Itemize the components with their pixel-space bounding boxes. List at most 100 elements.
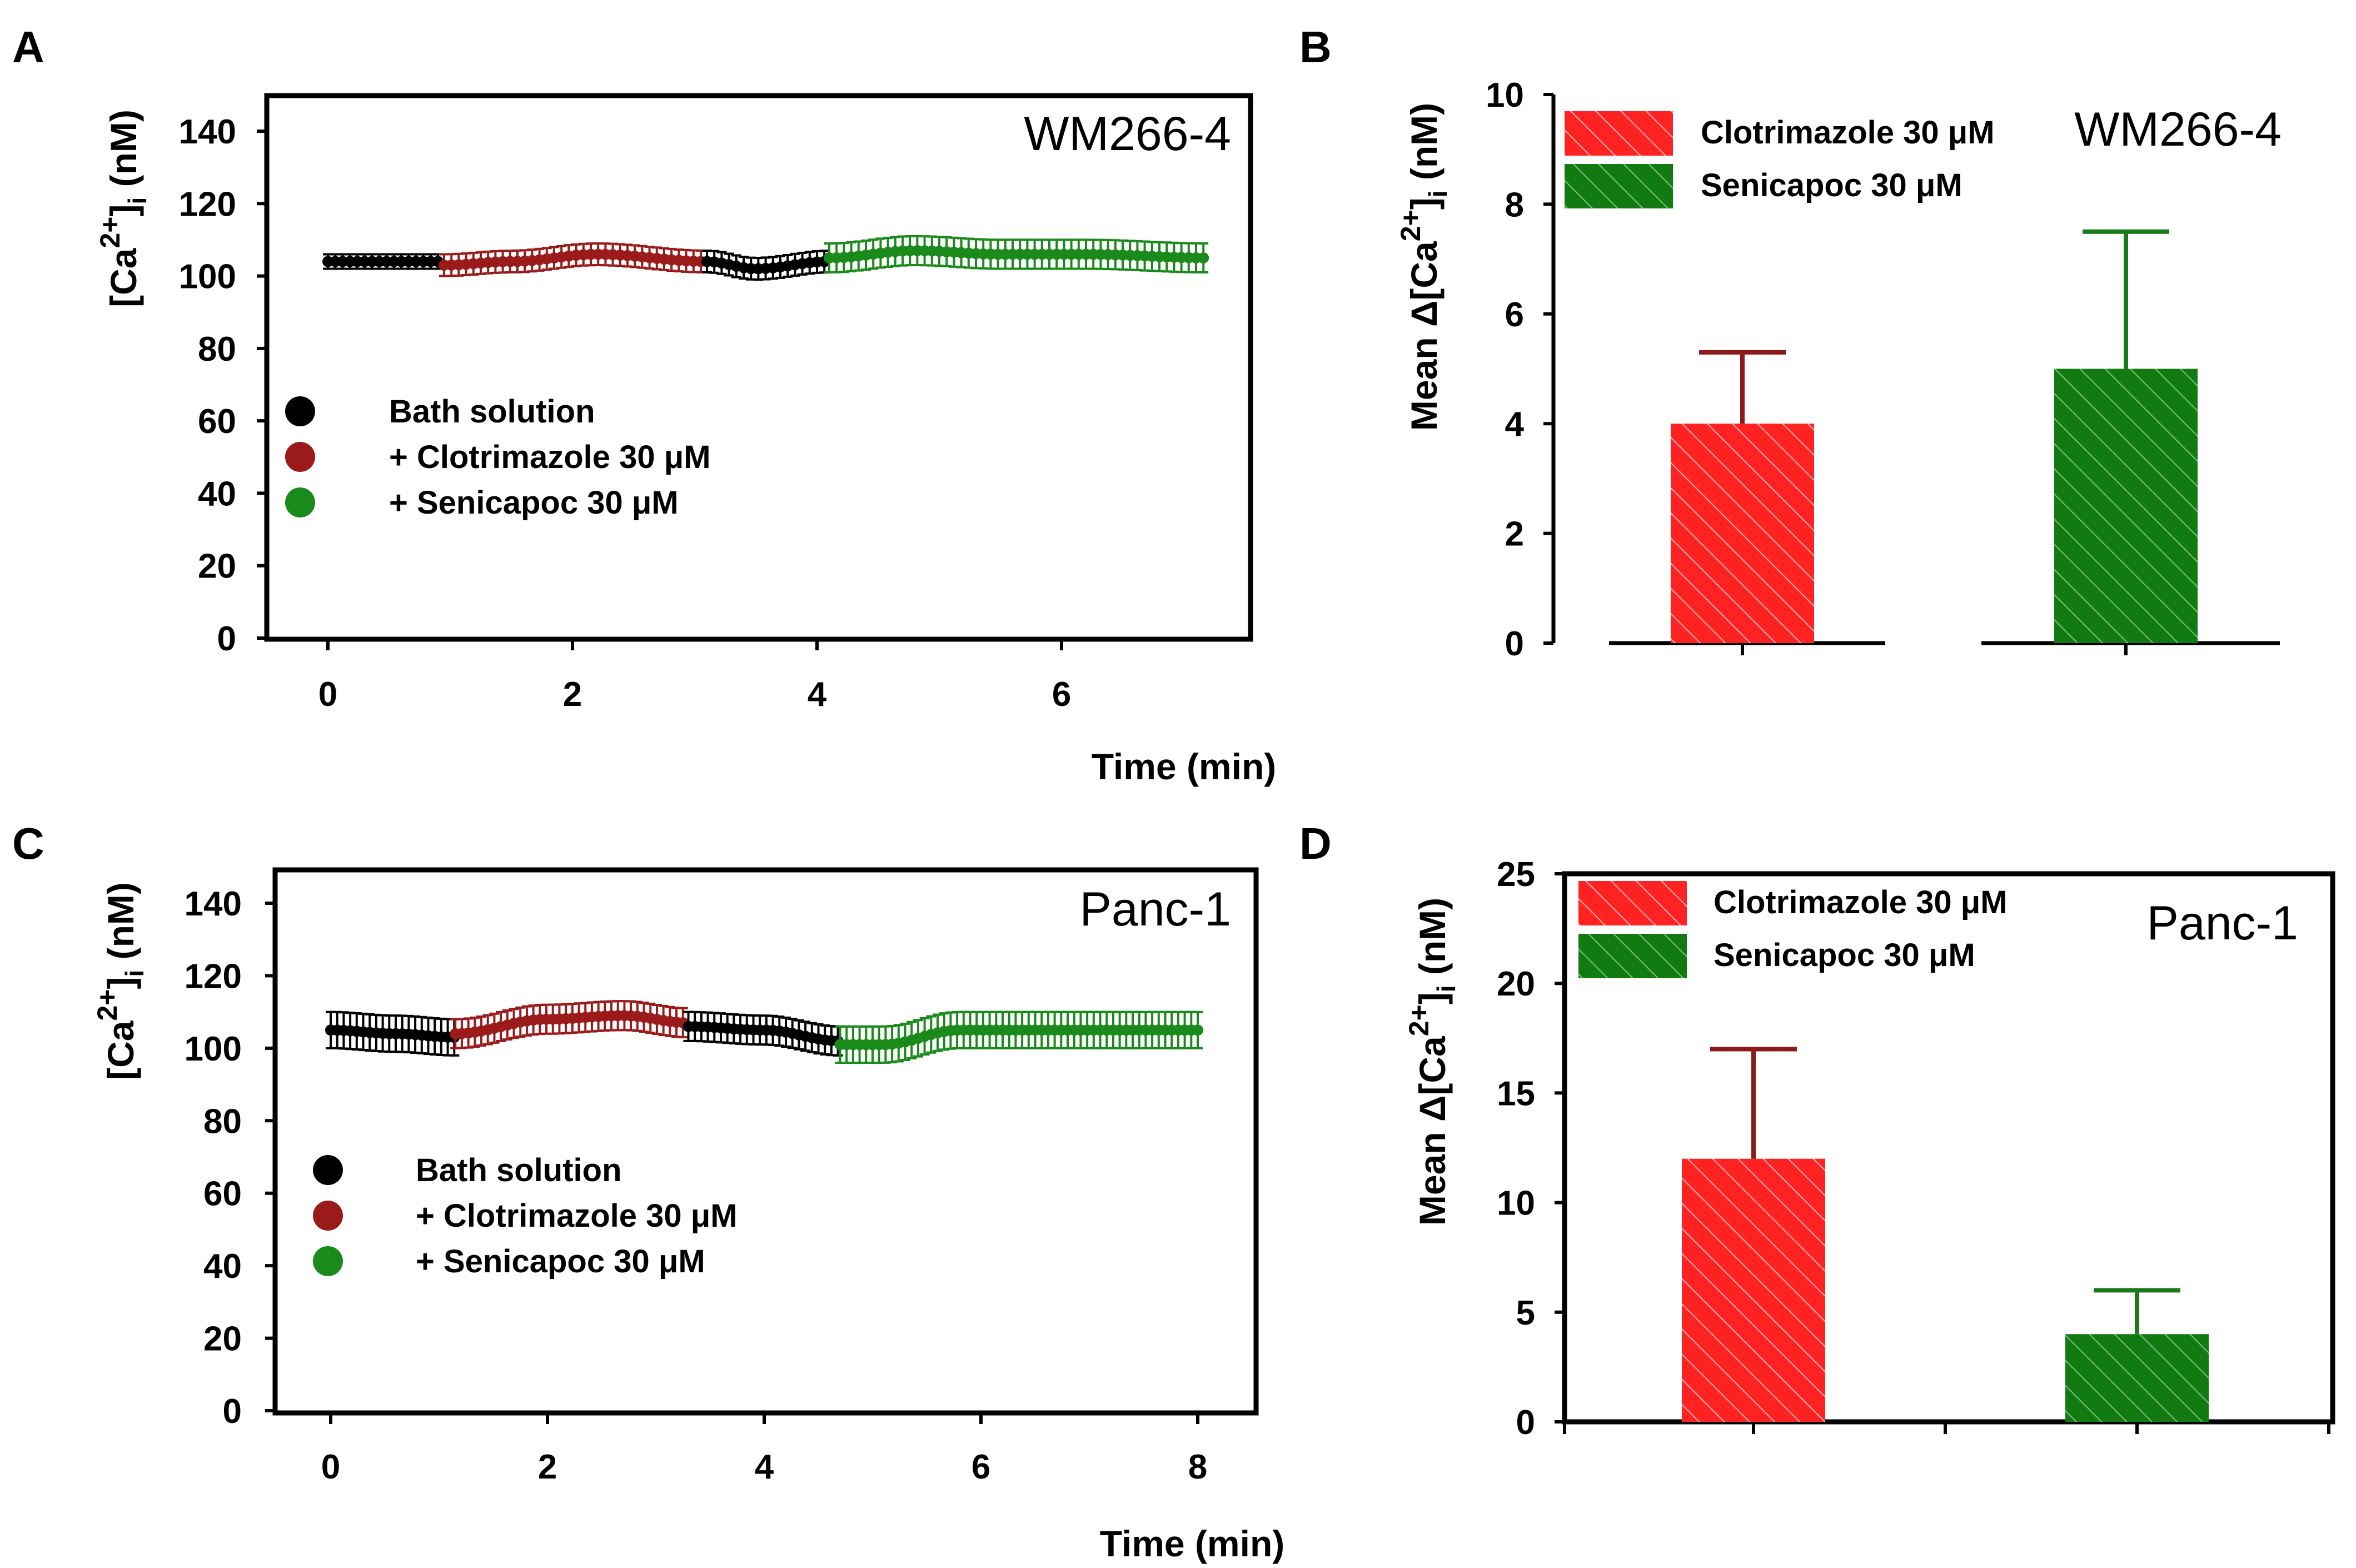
x-tick-label: 4 xyxy=(755,1448,774,1486)
series-segment xyxy=(824,235,1209,274)
y-axis-a: 0 20 40 60 80 100 120 140 xyxy=(179,113,267,658)
legend-marker xyxy=(313,1155,343,1185)
y-tick-label: 40 xyxy=(203,1247,242,1286)
legend-swatch xyxy=(1565,111,1673,156)
legend-label: Bath solution xyxy=(389,394,595,430)
x-axis-c: 0 2 4 6 8 xyxy=(321,1413,1207,1486)
legend-a: Bath solution + Clotrimazole 30 μM + Senic… xyxy=(285,394,711,521)
y-tick-label: 40 xyxy=(198,475,236,513)
plot-frame-c xyxy=(272,867,1259,1416)
plot-frame-d xyxy=(1562,871,2335,1425)
bar-senicapoc xyxy=(2065,1334,2209,1422)
panel-d: D 0 5 10 15 20 25 Mean Δ[Ca2+]i (nM) Panc-1 C… xyxy=(1299,819,2335,1442)
legend-marker xyxy=(313,1246,343,1276)
x-tick-label: 0 xyxy=(318,675,337,714)
y-tick-label: 0 xyxy=(1505,625,1524,663)
x-tick-label: 8 xyxy=(1188,1448,1207,1486)
cell-line-label-b: WM266-4 xyxy=(2074,103,2282,156)
legend-label: Clotrimazole 30 μM xyxy=(1714,884,2008,920)
bars-b xyxy=(1671,229,2198,655)
series-segment xyxy=(439,242,706,277)
y-tick-label: 60 xyxy=(203,1175,242,1213)
legend-label: Bath solution xyxy=(416,1152,622,1188)
legend-label: Clotrimazole 30 μM xyxy=(1701,115,1995,151)
y-tick-label: 0 xyxy=(1516,1403,1535,1442)
plot-frame-a xyxy=(264,93,1253,642)
legend-marker xyxy=(285,396,315,426)
series-segment xyxy=(325,1011,460,1057)
data-point xyxy=(1192,1024,1203,1036)
y-tick-label: 80 xyxy=(198,330,236,369)
cell-line-label-c: Panc-1 xyxy=(1080,883,1232,936)
y-tick-label: 25 xyxy=(1497,855,1535,894)
legend-swatch xyxy=(1565,164,1673,208)
legend-swatch xyxy=(1578,881,1687,925)
bar-clotrimazole xyxy=(1671,424,1814,643)
y-tick-label: 10 xyxy=(1497,1184,1535,1223)
y-tick-label: 120 xyxy=(185,957,242,995)
panel-letter-d: D xyxy=(1299,819,1332,868)
x-axis-a: 0 2 4 6 xyxy=(318,639,1071,714)
legend-d: Clotrimazole 30 μM Senicapoc 30 μM xyxy=(1578,881,2008,978)
x-tick-label: 2 xyxy=(538,1448,557,1486)
legend-label: + Senicapoc 30 μM xyxy=(389,485,679,521)
y-tick-label: 20 xyxy=(1497,965,1535,1003)
y-tick-label: 20 xyxy=(203,1320,242,1358)
series-segment xyxy=(322,253,444,270)
y-axis-c: 0 20 40 60 80 100 120 140 xyxy=(185,885,275,1431)
legend-marker xyxy=(313,1201,343,1231)
y-tick-label: 100 xyxy=(185,1030,242,1068)
cell-line-label-a: WM266-4 xyxy=(1024,107,1231,161)
x-tick-label: 4 xyxy=(808,675,827,714)
series-segment xyxy=(701,249,830,281)
legend-c: Bath solution + Clotrimazole 30 μM + Senic… xyxy=(313,1152,738,1280)
legend-b: Clotrimazole 30 μM Senicapoc 30 μM xyxy=(1565,111,1995,208)
y-tick-label: 8 xyxy=(1505,186,1524,224)
y-tick-label: 140 xyxy=(185,885,242,923)
series-segment xyxy=(834,1011,1203,1064)
y-axis-title-b: Mean Δ[Ca2+]i (nM) xyxy=(1395,103,1452,431)
panel-letter-a: A xyxy=(12,22,44,72)
panel-letter-c: C xyxy=(12,819,44,868)
y-tick-label: 20 xyxy=(198,547,236,586)
series-a xyxy=(322,235,1209,281)
legend-swatch xyxy=(1578,934,1687,978)
y-axis-title-a: [Ca2+]i (nM) xyxy=(94,109,152,307)
y-tick-label: 140 xyxy=(179,113,236,151)
bar-clotrimazole xyxy=(1682,1158,1825,1422)
y-axis-b: 0 2 4 6 8 10 xyxy=(1486,76,1553,663)
y-tick-label: 2 xyxy=(1505,515,1524,554)
series-segment xyxy=(683,1011,844,1057)
y-axis-d: 0 5 10 15 20 25 xyxy=(1497,855,1565,1442)
y-tick-label: 15 xyxy=(1497,1074,1535,1113)
y-tick-label: 60 xyxy=(198,402,236,441)
y-tick-label: 0 xyxy=(217,620,236,658)
panel-letter-b: B xyxy=(1299,22,1332,72)
x-tick-label: 6 xyxy=(1052,675,1071,714)
panel-b: B 0 2 4 6 8 10 Mean Δ[Ca2+]i (nM) WM266-4 Clo… xyxy=(1299,22,2282,663)
legend-label: Senicapoc 30 μM xyxy=(1714,937,1975,973)
bar-senicapoc xyxy=(2054,369,2198,643)
y-tick-label: 120 xyxy=(179,185,236,223)
x-axis-title-c: Time (min) xyxy=(1100,1523,1284,1564)
y-tick-label: 5 xyxy=(1516,1294,1535,1332)
y-tick-label: 4 xyxy=(1505,405,1525,444)
y-tick-label: 100 xyxy=(179,258,236,296)
bars-d xyxy=(1682,1047,2209,1422)
legend-marker xyxy=(285,487,315,517)
x-tick-label: 2 xyxy=(563,675,582,714)
legend-label: + Senicapoc 30 μM xyxy=(416,1243,705,1280)
series-c xyxy=(325,1000,1203,1064)
legend-label: + Clotrimazole 30 μM xyxy=(416,1198,738,1234)
y-tick-label: 10 xyxy=(1486,76,1524,115)
data-point xyxy=(1198,252,1209,263)
x-tick-label: 6 xyxy=(972,1448,990,1486)
legend-label: Senicapoc 30 μM xyxy=(1701,167,1962,203)
y-axis-title-c: [Ca2+]i (nM) xyxy=(92,882,149,1080)
legend-marker xyxy=(285,442,315,472)
y-tick-label: 0 xyxy=(223,1392,242,1431)
legend-label: + Clotrimazole 30 μM xyxy=(389,439,711,475)
y-tick-label: 6 xyxy=(1505,296,1524,334)
